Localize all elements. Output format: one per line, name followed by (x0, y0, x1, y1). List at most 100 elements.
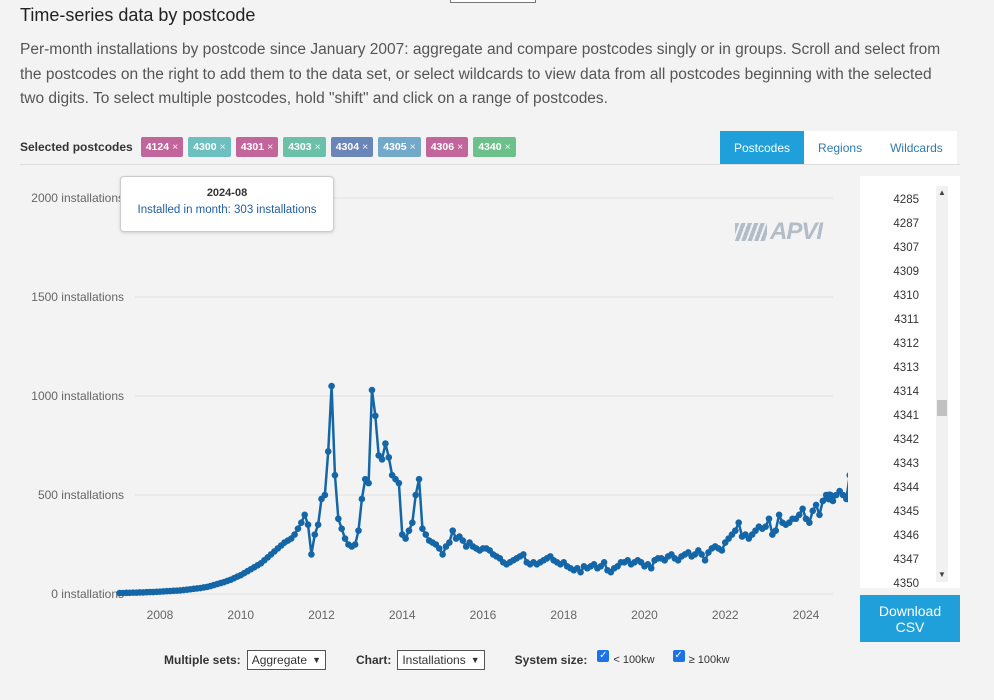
data-point[interactable] (331, 471, 339, 479)
data-point[interactable] (577, 568, 584, 576)
data-point[interactable] (809, 507, 817, 515)
data-point[interactable] (385, 454, 393, 461)
postcode-list-item[interactable]: 4310 (893, 290, 919, 302)
postcode-tag-4301[interactable]: 4301 × (235, 137, 279, 157)
data-point[interactable] (735, 519, 743, 527)
data-point[interactable] (409, 519, 416, 527)
postcode-list-item[interactable]: 4285 (893, 194, 919, 206)
data-point[interactable] (698, 551, 705, 558)
data-point[interactable] (795, 511, 803, 519)
data-point[interactable] (816, 511, 823, 519)
postcode-list-item[interactable]: 4287 (893, 218, 919, 230)
postcode-list-item[interactable]: 4347 (893, 554, 919, 566)
tab-wildcards[interactable]: Wildcards (876, 131, 957, 165)
checkbox-over-100kw[interactable]: ✓ (672, 650, 685, 662)
postcode-list-item[interactable]: 4341 (893, 410, 919, 422)
postcode-list-item[interactable]: 4350 (893, 578, 919, 590)
remove-tag-icon[interactable]: × (362, 141, 369, 153)
postcode-list-item[interactable]: 4312 (893, 338, 919, 350)
scroll-thumb[interactable] (937, 400, 947, 416)
postcode-list-item[interactable]: 4307 (893, 242, 919, 254)
postcode-tag-4304[interactable]: 4304 × (330, 137, 374, 157)
data-point[interactable] (775, 511, 783, 519)
data-point[interactable] (439, 551, 446, 558)
data-point[interactable] (335, 515, 342, 523)
data-point[interactable] (368, 386, 376, 394)
postcode-list-scrollbar[interactable]: ▲ ▼ (936, 186, 948, 582)
postcode-list-item[interactable]: 4314 (893, 386, 919, 398)
data-point[interactable] (772, 527, 780, 534)
data-point[interactable] (449, 527, 457, 534)
data-point[interactable] (358, 495, 366, 503)
multiple-sets-select[interactable]: Aggregate ▼ (246, 650, 326, 670)
data-point[interactable] (298, 519, 305, 527)
data-point[interactable] (762, 523, 769, 530)
postcode-list-item[interactable]: 4313 (893, 362, 919, 374)
data-point[interactable] (732, 527, 739, 534)
remove-tag-icon[interactable]: × (314, 141, 321, 153)
data-point[interactable] (402, 535, 409, 542)
data-point[interactable] (301, 511, 308, 519)
chart-type-select[interactable]: Installations ▼ (397, 650, 485, 670)
data-point[interactable] (520, 551, 527, 558)
remove-tag-icon[interactable]: × (267, 141, 274, 153)
data-point[interactable] (311, 531, 319, 538)
data-point[interactable] (435, 545, 443, 552)
data-point[interactable] (647, 564, 655, 572)
postcode-tag-4340[interactable]: 4340 × (473, 137, 516, 157)
tab-postcodes[interactable]: Postcodes (720, 131, 805, 165)
data-point[interactable] (341, 535, 349, 542)
data-point[interactable] (765, 515, 773, 523)
data-point[interactable] (843, 495, 848, 503)
data-point[interactable] (459, 537, 467, 544)
installations-chart[interactable]: 2000 installations 1500 installations 1000… (0, 176, 848, 630)
data-point[interactable] (446, 539, 453, 546)
data-point[interactable] (600, 559, 608, 566)
data-point[interactable] (294, 525, 302, 532)
data-point[interactable] (829, 497, 837, 505)
remove-tag-icon[interactable]: × (504, 141, 511, 153)
postcode-list-item[interactable]: 4342 (893, 434, 919, 446)
data-point[interactable] (415, 475, 423, 483)
data-point[interactable] (372, 412, 379, 420)
data-point[interactable] (355, 527, 362, 534)
postcode-list-item[interactable]: 4309 (893, 266, 919, 278)
data-point[interactable] (324, 448, 332, 455)
postcode-list-item[interactable]: 4346 (893, 530, 919, 542)
data-point[interactable] (412, 491, 420, 499)
postcode-tag-4305[interactable]: 4305 × (378, 137, 421, 157)
postcode-list-item[interactable]: 4343 (893, 458, 919, 470)
tab-regions[interactable]: Regions (804, 131, 877, 165)
scroll-up-arrow[interactable]: ▲ (938, 188, 946, 197)
postcode-list-item[interactable]: 4344 (893, 482, 919, 494)
postcode-list-item[interactable]: 4311 (894, 314, 919, 326)
data-point[interactable] (365, 479, 372, 487)
data-point[interactable] (291, 531, 298, 538)
data-point[interactable] (321, 491, 329, 499)
data-point[interactable] (819, 497, 827, 505)
remove-tag-icon[interactable]: × (457, 141, 464, 153)
data-point[interactable] (308, 551, 315, 558)
data-point[interactable] (338, 525, 345, 532)
data-point[interactable] (846, 472, 848, 479)
postcode-tag-4303[interactable]: 4303 × (283, 137, 326, 157)
postcode-tag-4300[interactable]: 4300 × (188, 137, 231, 157)
checkbox-under-100kw[interactable]: ✓ (597, 650, 610, 662)
data-point[interactable] (351, 541, 359, 548)
data-point[interactable] (378, 456, 386, 463)
data-point[interactable] (718, 547, 726, 554)
data-point[interactable] (304, 521, 312, 528)
data-point[interactable] (419, 525, 426, 532)
data-point[interactable] (405, 527, 413, 534)
data-point[interactable] (382, 440, 389, 447)
download-csv-button[interactable]: Download CSV (860, 595, 960, 642)
postcode-list[interactable]: 4285 4287 4307 4309 4310 4311 4312 4313 4314 4341… (860, 176, 960, 590)
scroll-down-arrow[interactable]: ▼ (938, 570, 946, 579)
data-point[interactable] (314, 521, 322, 528)
remove-tag-icon[interactable]: × (219, 141, 226, 153)
postcode-tag-4124[interactable]: 4124 × (140, 137, 184, 157)
data-point[interactable] (328, 382, 335, 390)
remove-tag-icon[interactable]: × (172, 141, 179, 153)
remove-tag-icon[interactable]: × (409, 141, 416, 153)
data-point[interactable] (395, 479, 403, 487)
